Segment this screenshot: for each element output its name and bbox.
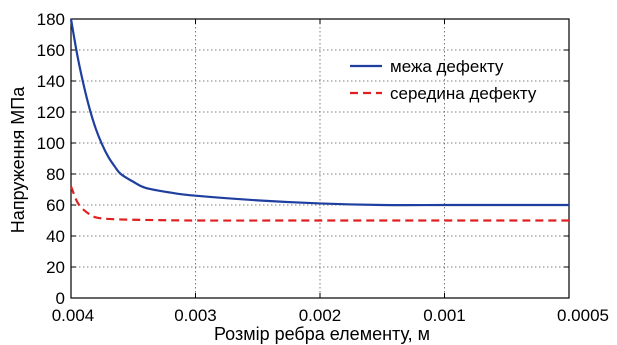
y-tick-label: 80 xyxy=(46,165,65,184)
series-lines xyxy=(69,18,569,222)
series-line-1 xyxy=(69,185,569,222)
x-tick-label: 0.003 xyxy=(174,306,217,325)
y-axis-label: Напруження МПа xyxy=(8,86,28,233)
y-tick-label: 100 xyxy=(37,134,65,153)
x-tick-label: 0.002 xyxy=(299,306,342,325)
y-tick-label: 20 xyxy=(46,258,65,277)
y-tick-label: 120 xyxy=(37,103,65,122)
y-tick-label: 140 xyxy=(37,72,65,91)
legend-label-middle: середина дефекту xyxy=(390,84,537,103)
y-tick-label: 40 xyxy=(46,227,65,246)
x-tick-label: 0.004 xyxy=(52,306,95,325)
y-tick-labels: 0 20 40 60 80 100 120 140 160 180 xyxy=(37,10,65,308)
y-tick-label: 160 xyxy=(37,41,65,60)
legend: межа дефекту середина дефекту xyxy=(350,57,537,103)
plot-frame xyxy=(70,18,570,299)
x-tick-labels: 0.004 0.003 0.002 0.001 0.0005 xyxy=(52,306,609,325)
y-tick-label: 60 xyxy=(46,196,65,215)
x-tick-label: 0.001 xyxy=(423,306,466,325)
legend-label-boundary: межа дефекту xyxy=(390,57,504,76)
y-tick-label: 0 xyxy=(56,289,65,308)
y-tick-label: 180 xyxy=(37,10,65,29)
x-axis-label: Розмір ребра елементу, м xyxy=(214,324,430,344)
series-line-0 xyxy=(69,18,569,207)
grid-lines xyxy=(71,19,569,298)
x-tick-label: 0.0005 xyxy=(557,306,609,325)
